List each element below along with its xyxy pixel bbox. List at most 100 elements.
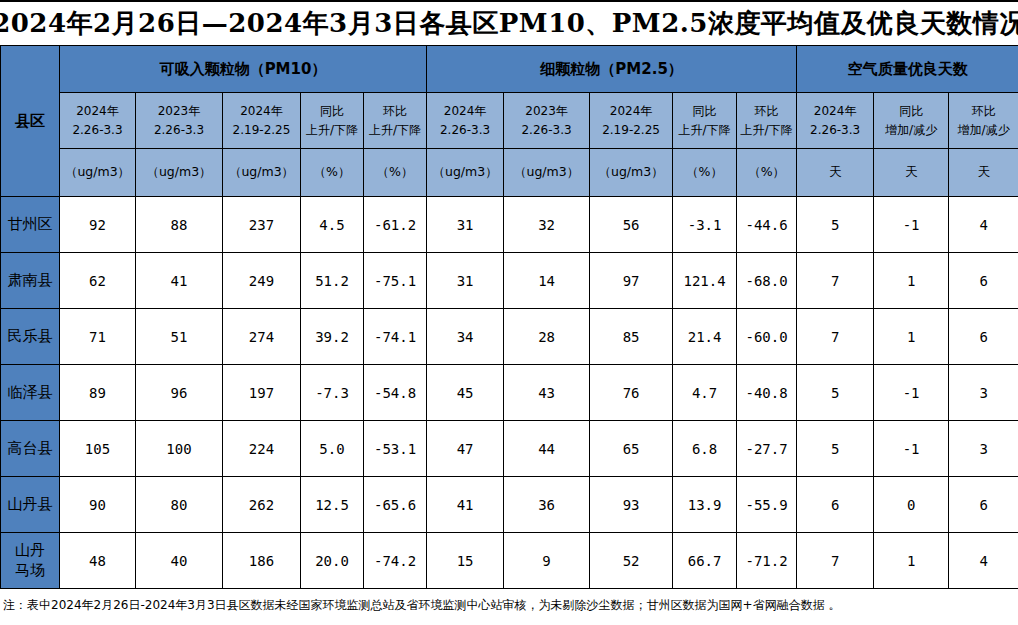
row-header-district: 甘州区 xyxy=(1,197,60,253)
cell: 36 xyxy=(504,477,590,533)
cell: 9 xyxy=(504,533,590,589)
cell: 21.4 xyxy=(673,309,737,365)
col-header-period: 环比 xyxy=(737,102,796,121)
col-header-period: 环比 xyxy=(949,102,1018,121)
col-header-period: 2024年 xyxy=(590,102,672,121)
col-header-period: 同比 xyxy=(301,102,363,121)
col-unit-2: （ug/m3） xyxy=(223,149,301,197)
cell: -75.1 xyxy=(364,253,427,309)
cell: 7 xyxy=(797,253,874,309)
cell: 89 xyxy=(60,365,136,421)
col-unit-10: 天 xyxy=(797,149,874,197)
cell: 39.2 xyxy=(301,309,364,365)
col-header-9: 环比上升/下降 xyxy=(737,93,797,149)
col-header-range: 上升/下降 xyxy=(737,121,796,140)
table-row: 甘州区92882374.5-61.2313256-3.1-44.65-14 xyxy=(1,197,1018,253)
cell: 5.0 xyxy=(301,421,364,477)
table-row: 山丹县908026212.5-65.641369313.9-55.9606 xyxy=(1,477,1018,533)
cell: 6 xyxy=(797,477,874,533)
cell: 80 xyxy=(136,477,223,533)
cell: -74.1 xyxy=(364,309,427,365)
col-header-8: 同比上升/下降 xyxy=(673,93,737,149)
cell: 34 xyxy=(427,309,504,365)
cell: 71 xyxy=(60,309,136,365)
cell: 40 xyxy=(136,533,223,589)
cell: 56 xyxy=(590,197,673,253)
cell: 31 xyxy=(427,197,504,253)
col-header-period: 2024年 xyxy=(60,102,135,121)
col-header-period: 2024年 xyxy=(797,102,873,121)
table-body: 甘州区92882374.5-61.2313256-3.1-44.65-14肃南县… xyxy=(1,197,1018,589)
col-header-6: 2023年2.26-3.3 xyxy=(504,93,590,149)
cell: 62 xyxy=(60,253,136,309)
cell: 90 xyxy=(60,477,136,533)
col-header-range: 2.26-3.3 xyxy=(797,121,873,140)
col-unit-8: （%） xyxy=(673,149,737,197)
unit-row: （ug/m3）（ug/m3）（ug/m3）（%）（%）（ug/m3）（ug/m3… xyxy=(1,149,1018,197)
row-header-district: 山丹 马场 xyxy=(1,533,60,589)
cell: 6 xyxy=(949,309,1018,365)
cell: 43 xyxy=(504,365,590,421)
col-header-period: 环比 xyxy=(364,102,426,121)
col-header-period: 2024年 xyxy=(223,102,300,121)
row-header-district: 高台县 xyxy=(1,421,60,477)
pollution-table: 县区 可吸入颗粒物（PM10） 细颗粒物（PM2.5） 空气质量优良天数 202… xyxy=(0,45,1018,589)
col-header-11: 同比增加/减少 xyxy=(874,93,949,149)
col-header-10: 2024年2.26-3.3 xyxy=(797,93,874,149)
col-header-range: 2.19-2.25 xyxy=(590,121,672,140)
row-header-district: 山丹县 xyxy=(1,477,60,533)
cell: 44 xyxy=(504,421,590,477)
cell: -68.0 xyxy=(737,253,797,309)
col-header-3: 同比上升/下降 xyxy=(301,93,364,149)
cell: 97 xyxy=(590,253,673,309)
col-header-period: 2023年 xyxy=(136,102,222,121)
cell: 121.4 xyxy=(673,253,737,309)
col-header-range: 上升/下降 xyxy=(301,121,363,140)
cell: 14 xyxy=(504,253,590,309)
cell: 197 xyxy=(223,365,301,421)
cell: 93 xyxy=(590,477,673,533)
cell: 105 xyxy=(60,421,136,477)
cell: -53.1 xyxy=(364,421,427,477)
cell: 31 xyxy=(427,253,504,309)
col-header-7: 2024年2.19-2.25 xyxy=(590,93,673,149)
col-unit-4: （%） xyxy=(364,149,427,197)
cell: 5 xyxy=(797,197,874,253)
cell: 0 xyxy=(874,477,949,533)
cell: -54.8 xyxy=(364,365,427,421)
cell: 262 xyxy=(223,477,301,533)
cell: 52 xyxy=(590,533,673,589)
cell: 4 xyxy=(949,533,1018,589)
col-unit-12: 天 xyxy=(949,149,1018,197)
col-header-range: 2.19-2.25 xyxy=(223,121,300,140)
cell: 88 xyxy=(136,197,223,253)
cell: 96 xyxy=(136,365,223,421)
cell: 6 xyxy=(949,477,1018,533)
cell: 15 xyxy=(427,533,504,589)
table-row: 高台县1051002245.0-53.14744656.8-27.75-13 xyxy=(1,421,1018,477)
cell: -7.3 xyxy=(301,365,364,421)
cell: -65.6 xyxy=(364,477,427,533)
cell: 100 xyxy=(136,421,223,477)
cell: -44.6 xyxy=(737,197,797,253)
col-header-12: 环比增加/减少 xyxy=(949,93,1018,149)
cell: 4.5 xyxy=(301,197,364,253)
col-header-period: 同比 xyxy=(874,102,948,121)
col-header-range: 2.26-3.3 xyxy=(60,121,135,140)
cell: 186 xyxy=(223,533,301,589)
cell: 92 xyxy=(60,197,136,253)
group-header-row: 县区 可吸入颗粒物（PM10） 细颗粒物（PM2.5） 空气质量优良天数 xyxy=(1,46,1018,93)
col-unit-3: （%） xyxy=(301,149,364,197)
cell: -1 xyxy=(874,197,949,253)
row-header-district: 肃南县 xyxy=(1,253,60,309)
table-row: 肃南县624124951.2-75.1311497121.4-68.0716 xyxy=(1,253,1018,309)
cell: 7 xyxy=(797,309,874,365)
cell: 7 xyxy=(797,533,874,589)
cell: 41 xyxy=(136,253,223,309)
cell: -74.2 xyxy=(364,533,427,589)
col-header-period: 2023年 xyxy=(504,102,589,121)
col-header-period: 同比 xyxy=(673,102,736,121)
cell: -27.7 xyxy=(737,421,797,477)
cell: 51.2 xyxy=(301,253,364,309)
cell: 274 xyxy=(223,309,301,365)
